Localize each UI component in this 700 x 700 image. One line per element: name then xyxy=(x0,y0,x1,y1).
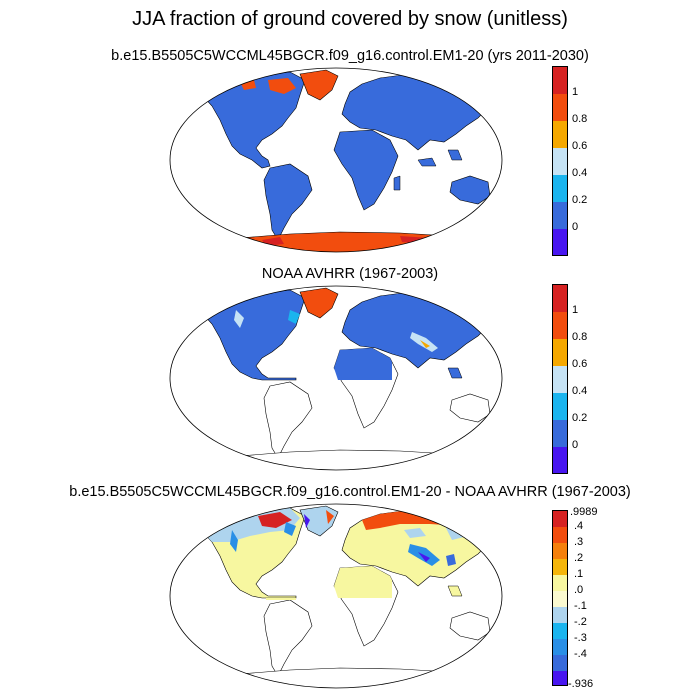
colorbar-label: 0.2 xyxy=(572,412,588,424)
colorbar-label: -.3 xyxy=(574,632,587,644)
colorbar-label: 0.6 xyxy=(572,140,588,152)
map-panel-difference xyxy=(169,503,503,689)
colorbar-label: 0.2 xyxy=(572,194,588,206)
panel-3-subtitle: b.e15.B5505C5WCCML45BGCR.f09_g16.control… xyxy=(69,484,631,500)
australia-land xyxy=(449,611,491,641)
australia-land xyxy=(449,393,491,423)
colorbar-label: 0.8 xyxy=(572,331,588,343)
panel-1-subtitle: b.e15.B5505C5WCCML45BGCR.f09_g16.control… xyxy=(111,48,589,64)
colorbar-label: -.2 xyxy=(574,616,587,628)
colorbar-label: 0.4 xyxy=(572,167,588,179)
figure-title: JJA fraction of ground covered by snow (… xyxy=(132,8,568,30)
south-america-land xyxy=(263,163,313,241)
colorbar-label: 0.6 xyxy=(572,358,588,370)
map-panel-model xyxy=(169,67,503,253)
australia-land xyxy=(449,175,491,205)
north-america-land xyxy=(202,289,306,381)
colorbar-panel-2: 1 0.8 0.6 0.4 0.2 0 xyxy=(552,284,612,476)
colorbar-label: -.1 xyxy=(574,600,587,612)
colorbar-label: .4 xyxy=(574,520,584,532)
colorbar-label: .9989 xyxy=(570,506,598,518)
colorbar-label: 0.4 xyxy=(572,385,588,397)
colorbar-label: -.936 xyxy=(568,678,594,690)
colorbar-label: .0 xyxy=(574,584,584,596)
colorbar-panel-3: .9989 .4 .3 .2 .1 .0 -.1 -.2 -.3 -.4 -.9… xyxy=(552,506,612,690)
colorbar-label: .1 xyxy=(574,568,584,580)
map-panel-observations xyxy=(169,285,503,471)
colorbar-panel-1: 1 0.8 0.6 0.4 0.2 0 xyxy=(552,66,612,258)
greenland-land xyxy=(299,287,339,319)
north-america-land xyxy=(202,71,306,169)
africa-land xyxy=(333,129,399,211)
colorbar-label: 0 xyxy=(572,439,579,451)
colorbar-label: 1 xyxy=(572,86,579,98)
colorbar-label: 0.8 xyxy=(572,113,588,125)
panel-2-subtitle: NOAA AVHRR (1967-2003) xyxy=(261,266,439,282)
colorbar-label: .2 xyxy=(574,552,584,564)
south-america-land xyxy=(263,381,313,459)
greenland-land xyxy=(299,69,339,101)
colorbar-label: 0 xyxy=(572,221,579,233)
colorbar-label: 1 xyxy=(572,304,579,316)
south-america-land xyxy=(263,599,313,677)
colorbar-label: .3 xyxy=(574,536,584,548)
colorbar-label: -.4 xyxy=(574,648,587,660)
